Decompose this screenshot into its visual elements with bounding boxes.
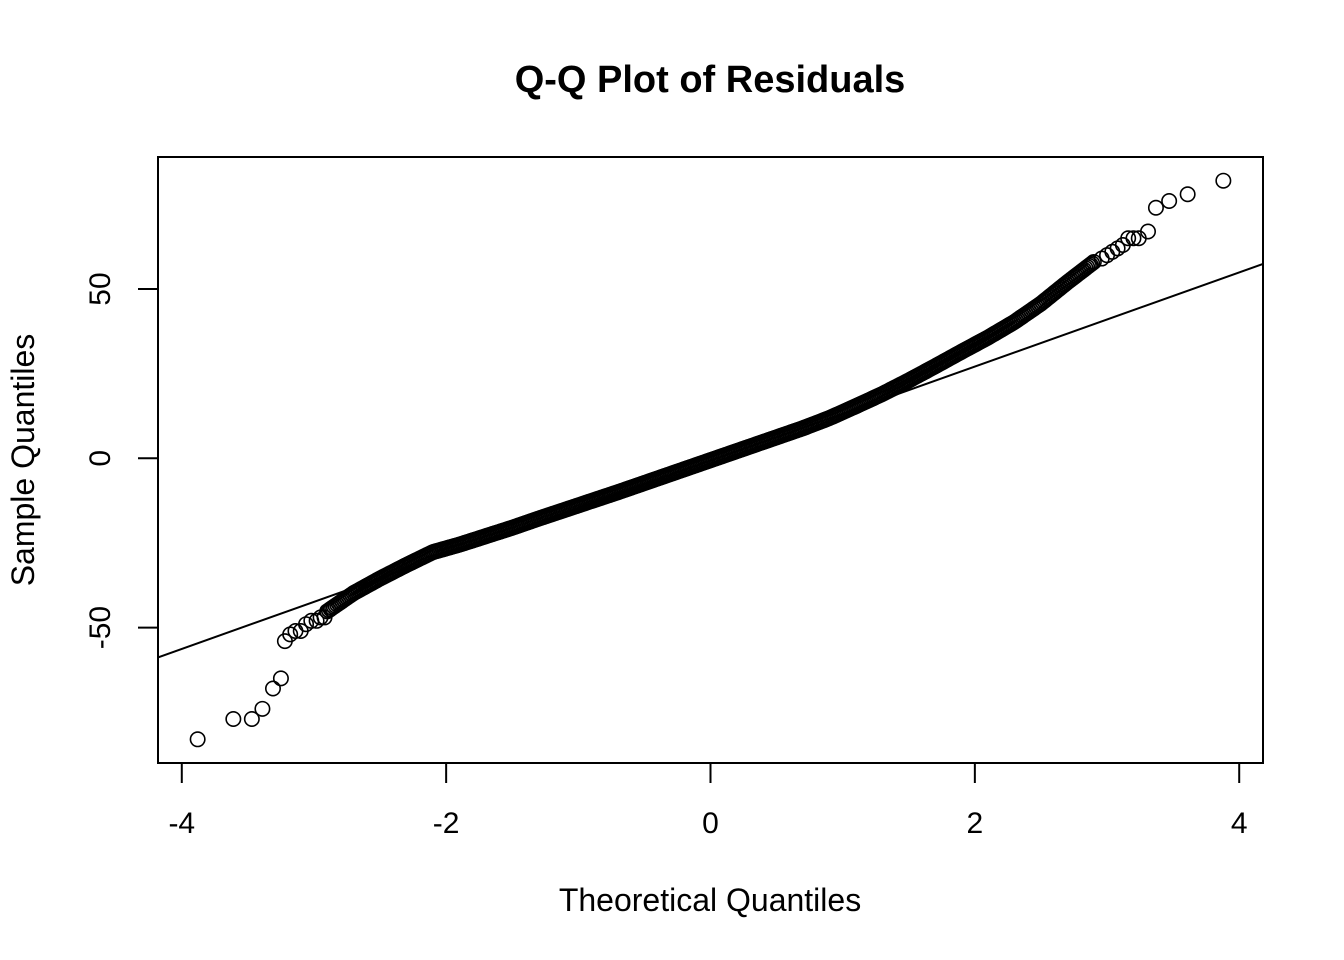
data-point xyxy=(225,710,242,727)
data-point xyxy=(1215,172,1232,189)
data-point xyxy=(1179,186,1196,203)
data-point xyxy=(316,609,333,626)
x-axis-label: Theoretical Quantiles xyxy=(559,882,861,918)
x-tick-label: 2 xyxy=(967,807,984,840)
data-point xyxy=(264,680,281,697)
axes: -4 -2 0 2 4 -50 0 50 xyxy=(84,272,1248,840)
data-point xyxy=(1085,253,1102,270)
data-point xyxy=(1084,255,1101,272)
data-point xyxy=(243,710,260,727)
x-tick-label: 4 xyxy=(1231,807,1248,840)
data-point xyxy=(1140,223,1157,240)
y-tick-label: 0 xyxy=(84,450,117,467)
x-tick-label: -4 xyxy=(168,807,195,840)
data-point xyxy=(312,609,329,626)
data-point xyxy=(1147,199,1164,216)
data-point xyxy=(189,731,206,748)
chart-title: Q-Q Plot of Residuals xyxy=(515,59,906,101)
data-point xyxy=(1120,230,1137,247)
data-point xyxy=(1125,230,1142,247)
data-point xyxy=(272,670,289,687)
data-points xyxy=(189,172,1232,748)
x-tick-label: 0 xyxy=(702,807,719,840)
data-point xyxy=(1104,243,1121,260)
data-point xyxy=(1161,193,1178,210)
data-point xyxy=(308,612,325,629)
y-axis-label: Sample Quantiles xyxy=(5,334,41,587)
data-point xyxy=(1099,247,1116,264)
data-point xyxy=(254,700,271,717)
y-tick-label: -50 xyxy=(84,606,117,649)
y-tick-label: 50 xyxy=(84,272,117,305)
data-point xyxy=(1080,257,1097,274)
x-tick-label: -2 xyxy=(433,807,460,840)
